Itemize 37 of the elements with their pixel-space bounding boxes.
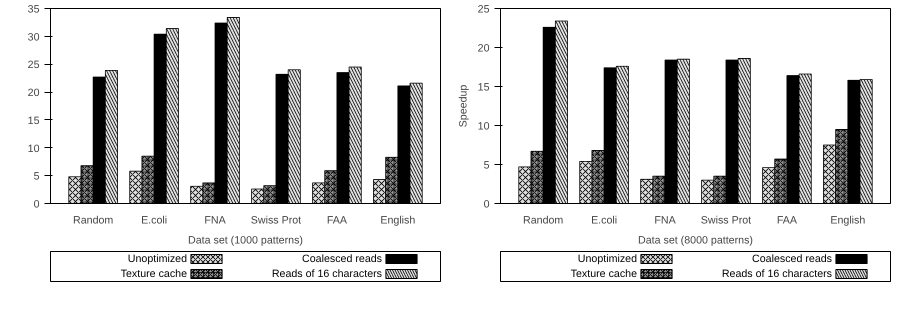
y-tick-label: 0 [34, 198, 40, 210]
x-tick-label: Swiss Prot [700, 214, 752, 226]
y-tick-label: 25 [28, 59, 40, 72]
y-tick-label: 10 [28, 142, 40, 155]
y-tick-label: 10 [478, 120, 490, 132]
x-tick-label: E.coli [141, 214, 168, 226]
legend-label: Coalesced reads [752, 253, 832, 265]
x-tick-label: FNA [654, 214, 677, 226]
legend-label: Unoptimized [128, 253, 188, 265]
y-tick-label: 25 [478, 4, 490, 16]
x-tick-label: English [830, 214, 866, 226]
y-tick-label: 20 [478, 42, 490, 54]
x-axis-title: Data set (8000 patterns) [638, 234, 753, 246]
legend-label: Texture cache [120, 268, 188, 280]
y-tick-label: 0 [484, 198, 490, 210]
legend-label: Texture cache [570, 268, 638, 280]
y-tick-label: 5 [484, 160, 490, 172]
y-tick-label: 5 [34, 170, 40, 183]
y-axis-title: Speedup [458, 84, 470, 128]
x-tick-label: FAA [326, 214, 348, 226]
legend-label: Unoptimized [578, 253, 638, 265]
x-tick-label: FNA [204, 214, 227, 226]
y-tick-label: 20 [28, 87, 40, 100]
x-tick-label: Random [523, 214, 564, 226]
y-tick-label: 35 [28, 4, 40, 16]
y-tick-label: 30 [28, 31, 40, 44]
x-tick-label: English [380, 214, 416, 226]
x-tick-label: FAA [776, 214, 798, 226]
x-axis-title: Data set (1000 patterns) [188, 234, 303, 246]
x-tick-label: E.coli [591, 214, 618, 226]
x-tick-label: Swiss Prot [250, 214, 302, 226]
legend-label: Reads of 16 characters [272, 268, 382, 280]
y-tick-label: 15 [28, 114, 40, 127]
y-tick-label: 15 [478, 82, 490, 94]
legend-label: Reads of 16 characters [722, 268, 832, 280]
legend-label: Coalesced reads [302, 253, 382, 265]
x-tick-label: Random [73, 214, 114, 226]
